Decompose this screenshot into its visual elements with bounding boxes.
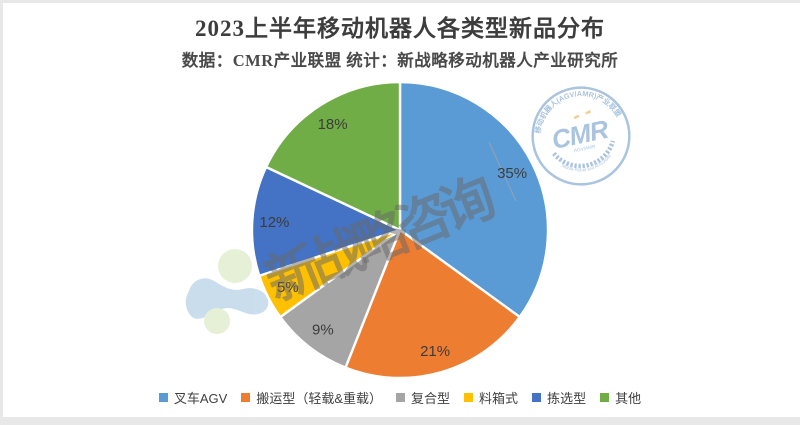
label-leader-line [488,141,517,202]
pie-data-label-4: 12% [259,214,289,231]
pie-data-label-2: 9% [312,321,334,338]
pie-data-label-0: 35% [497,165,527,182]
pie-slice-1 [344,228,521,380]
legend-swatch-icon [532,393,542,402]
legend-label: 其他 [615,391,642,406]
legend-label: 叉车AGV [173,391,228,406]
chart-legend: 叉车AGV 搬运型（轻载&重载） 复合型 料箱式 拣选型 其他 [0,388,800,407]
chart-subtitle: 数据：CMR产业联盟 统计：新战略移动机器人产业研究所 [181,51,619,70]
legend-item-3: 料箱式 [464,388,518,407]
pie-slice-4 [250,165,402,277]
page-background-strip-top [0,0,800,3]
chart-header: 2023上半年移动机器人各类型新品分布 数据：CMR产业联盟 统计：新战略移动机… [0,9,800,71]
legend-item-5: 其他 [600,388,641,407]
logo-watermark-blobs [185,249,269,334]
legend-label: 料箱式 [479,391,519,406]
page-background-strip-left [0,0,3,425]
pie-data-label-5: 18% [318,116,348,133]
legend-label: 拣选型 [547,391,587,406]
legend-label: 搬运型（轻载&重载） [256,391,383,406]
legend-item-4: 拣选型 [532,388,586,407]
legend-swatch-icon [600,393,610,402]
green-blob-circle [218,249,252,283]
pie-data-label-3: 5% [277,279,299,296]
legend-swatch-icon [241,393,251,402]
chart-title: 2023上半年移动机器人各类型新品分布 [195,16,605,41]
pie-slice-2 [279,228,402,369]
legend-swatch-icon [158,393,168,402]
legend-item-2: 复合型 [396,388,450,407]
legend-label: 复合型 [411,391,451,406]
legend-item-0: 叉车AGV [158,388,228,407]
pie-data-labels: 35% 21% 9% 5% 12% 18% [259,116,527,360]
green-blob-circle [204,308,230,334]
pie-data-label-1: 21% [420,343,450,360]
pie-slices [250,80,550,380]
legend-swatch-icon [464,393,474,402]
legend-swatch-icon [396,393,406,402]
blue-blob-shape [185,278,269,319]
page-background-strip-bottom [0,417,800,425]
pie-slice-5 [264,80,402,232]
legend-item-1: 搬运型（轻载&重载） [241,388,382,407]
